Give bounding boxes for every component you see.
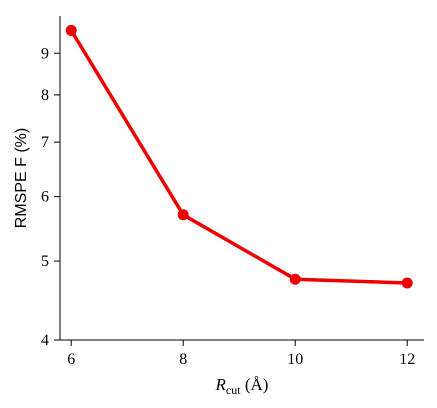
x-tick-label: 6	[67, 351, 75, 368]
x-axis: 6 8 10 12	[60, 339, 424, 368]
y-tick-label: 8	[41, 87, 49, 104]
data-point	[65, 24, 77, 36]
x-axis-label-unit: (Å)	[241, 375, 269, 394]
plot-area	[65, 24, 413, 289]
y-tick-label: 7	[41, 134, 49, 151]
y-axis: 4 5 6 7 8 9	[41, 16, 61, 349]
y-ticks: 4 5 6 7 8 9	[41, 45, 60, 349]
y-tick-label: 4	[41, 332, 49, 349]
x-ticks: 6 8 10 12	[67, 340, 415, 368]
y-tick-label: 5	[41, 253, 49, 270]
series-line	[69, 29, 408, 285]
x-tick-label: 10	[287, 351, 303, 368]
x-axis-label-subscript: cut	[226, 383, 241, 397]
x-tick-label: 12	[399, 351, 415, 368]
data-point	[177, 209, 189, 221]
data-point	[289, 273, 301, 285]
y-tick-label: 9	[41, 45, 49, 62]
y-tick-label: 6	[41, 189, 49, 206]
x-tick-label: 8	[179, 351, 187, 368]
x-axis-label-symbol: R	[215, 375, 227, 394]
y-axis-label: RMSPE F (%)	[13, 128, 30, 228]
data-point	[401, 277, 413, 289]
x-axis-label: Rcut (Å)	[215, 375, 269, 397]
